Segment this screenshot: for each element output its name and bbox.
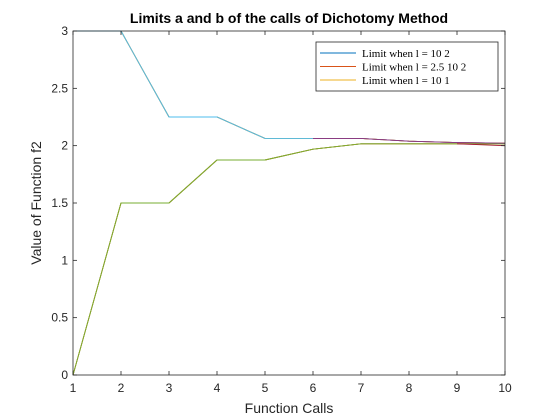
series-line-7: [72, 143, 505, 376]
y-tick-label: 0.5: [51, 311, 68, 325]
x-tick-label: 6: [310, 381, 317, 395]
x-tick-label: 4: [214, 381, 221, 395]
y-axis: 0 0.5 1 1.5 2 2.5 3: [51, 24, 505, 382]
legend-label-1: Limit when l = 10 2: [362, 48, 450, 60]
y-tick-label: 1.5: [51, 196, 68, 210]
series-line-10: [456, 143, 506, 147]
y-tick-label: 3: [61, 24, 68, 38]
x-tick-label: 7: [358, 381, 365, 395]
x-tick-label: 2: [118, 381, 125, 395]
series-layer: [72, 30, 506, 376]
y-axis-label: Value of Function f2: [28, 141, 44, 265]
x-tick-label: 3: [166, 381, 173, 395]
x-tick-label: 1: [70, 381, 77, 395]
y-tick-label: 2: [61, 139, 68, 153]
chart-title: Limits a and b of the calls of Dichotomy…: [130, 10, 448, 26]
x-tick-label: 10: [498, 381, 512, 395]
x-tick-label: 9: [454, 381, 461, 395]
x-tick-label: 8: [406, 381, 413, 395]
y-tick-label: 1: [61, 253, 68, 267]
legend: Limit when l = 10 2 Limit when l = 2.5 10…: [315, 41, 499, 92]
y-tick-label: 0: [61, 368, 68, 382]
legend-label-2: Limit when l = 2.5 10 2: [362, 62, 466, 74]
x-axis: 1 2 3 4 5 6 7 8 9 10: [70, 31, 512, 395]
x-tick-label: 5: [262, 381, 269, 395]
legend-label-3: Limit when l = 10 1: [362, 75, 450, 87]
y-tick-label: 2.5: [51, 81, 68, 95]
x-axis-label: Function Calls: [245, 400, 334, 416]
series-line-9: [313, 137, 506, 144]
